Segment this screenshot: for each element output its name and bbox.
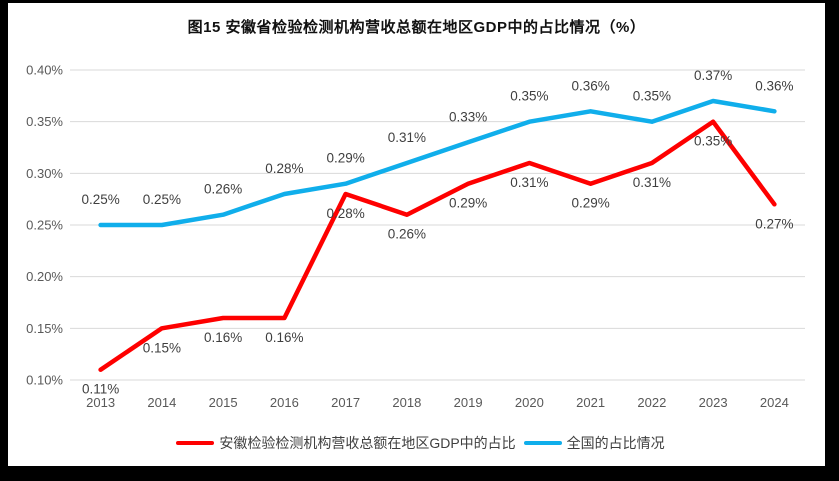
data-point-label: 0.33% <box>449 109 487 124</box>
data-point-label: 0.25% <box>143 192 181 207</box>
chart-legend: 安徽检验检测机构营收总额在地区GDP中的占比 全国的占比情况 <box>8 433 825 453</box>
data-point-label: 0.28% <box>265 161 303 176</box>
x-axis-tick-label: 2017 <box>331 395 360 410</box>
y-axis-tick-label: 0.25% <box>26 218 63 233</box>
data-point-label: 0.35% <box>633 89 671 104</box>
x-axis-tick-label: 2019 <box>454 395 483 410</box>
data-line <box>98 98 777 228</box>
data-point-label: 0.26% <box>204 182 242 197</box>
x-axis-tick-label: 2020 <box>515 395 544 410</box>
x-axis-tick-label: 2013 <box>86 395 115 410</box>
x-axis-tick-label: 2016 <box>270 395 299 410</box>
chart-canvas: 图15 安徽省检验检测机构营收总额在地区GDP中的占比情况（%） 0.40% 0.… <box>8 3 825 466</box>
line-chart-plot-area: 0.40% 0.35% 0.30% 0.25% 0.20% 0.15% 0.10% 2013 2… <box>26 63 805 410</box>
legend-label-national: 全国的占比情况 <box>566 435 665 451</box>
data-point-label: 0.11% <box>82 382 119 397</box>
data-point-label: 0.28% <box>326 206 364 221</box>
data-point-label: 0.29% <box>449 196 487 211</box>
legend-line-sample-anhui-icon <box>176 441 215 445</box>
data-point-label: 0.31% <box>510 175 548 190</box>
data-point-label: 0.36% <box>571 78 609 93</box>
y-axis-tick-label: 0.30% <box>26 166 63 181</box>
data-line <box>98 119 777 372</box>
data-point-label: 0.31% <box>633 175 671 190</box>
data-point-label: 0.15% <box>143 340 181 355</box>
data-point-label: 0.25% <box>81 192 119 207</box>
data-point-label: 0.16% <box>265 330 303 345</box>
data-point-label: 0.35% <box>510 89 548 104</box>
data-point-label: 0.29% <box>571 196 609 211</box>
data-point-label: 0.37% <box>694 68 732 83</box>
x-axis-tick-label: 2022 <box>637 395 666 410</box>
legend-label-anhui: 安徽检验检测机构营收总额在地区GDP中的占比 <box>219 435 516 451</box>
x-axis-tick-label: 2024 <box>760 395 789 410</box>
chart-title: 图15 安徽省检验检测机构营收总额在地区GDP中的占比情况（%） <box>187 19 646 36</box>
y-axis-tick-label: 0.40% <box>26 63 63 78</box>
y-axis-tick-label: 0.15% <box>26 321 63 336</box>
data-point-label: 0.27% <box>755 216 793 231</box>
data-point-label: 0.35% <box>694 134 732 149</box>
x-axis-tick-label: 2014 <box>147 395 176 410</box>
x-axis-tick-label: 2018 <box>392 395 421 410</box>
data-point-label: 0.16% <box>204 330 242 345</box>
data-point-label: 0.26% <box>388 227 426 242</box>
x-axis-tick-label: 2023 <box>699 395 728 410</box>
data-point-label: 0.29% <box>326 151 364 166</box>
data-point-label: 0.31% <box>388 130 426 145</box>
x-axis-tick-label: 2021 <box>576 395 605 410</box>
x-axis-tick-label: 2015 <box>209 395 238 410</box>
legend-line-sample-national-icon <box>523 441 562 445</box>
y-axis-tick-label: 0.35% <box>26 114 63 129</box>
y-axis-tick-label: 0.10% <box>26 373 63 388</box>
y-axis-tick-label: 0.20% <box>26 269 63 284</box>
data-point-label: 0.36% <box>755 78 793 93</box>
